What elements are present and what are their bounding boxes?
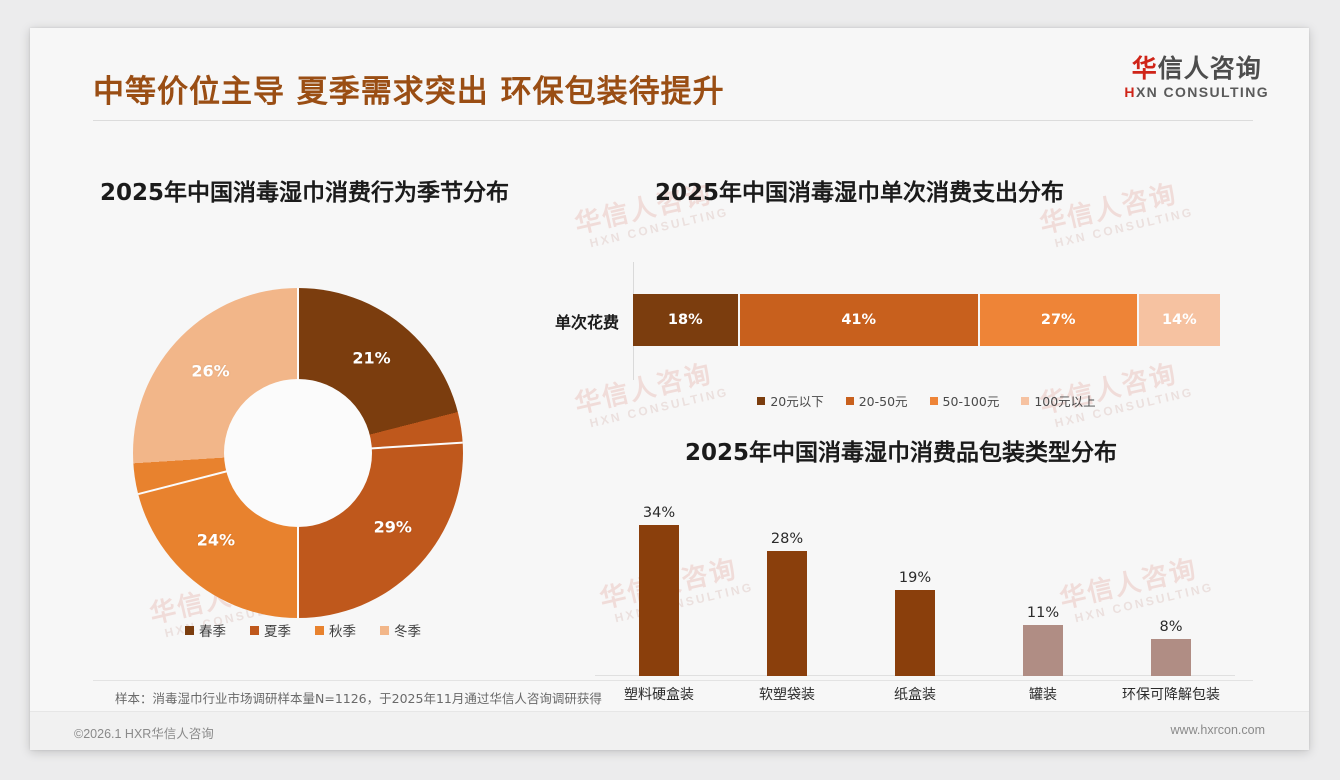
legend-swatch-20-50 (845, 396, 854, 405)
legend-item-spring[interactable]: 春季 (185, 620, 226, 640)
logo-chinese-text: 华信人咨询 (1124, 54, 1269, 83)
watermark-en: HXN CONSULTING (1053, 204, 1195, 251)
website-text[interactable]: www.hxrcon.com (1170, 723, 1265, 737)
legend-swatch-winter (380, 625, 389, 635)
logo-english-text: HXN CONSULTING (1124, 85, 1269, 100)
legend-item-over100[interactable]: 100元以上 (1021, 391, 1096, 410)
package-category-label: 环保可降解包装 (1122, 687, 1220, 703)
legend-swatch-over100 (1021, 396, 1030, 405)
package-category-label: 塑料硬盒装 (624, 687, 694, 703)
season-chart-title: 2025年中国消毒湿巾消费行为季节分布 (100, 180, 510, 206)
package-bar-chart: 34% 塑料硬盒装 28% 软塑袋装 19% 纸盒装 11% 罐装 8% 环保可… (595, 498, 1235, 703)
spend-stacked-bar: 18% 41% 27% 14% (633, 294, 1220, 346)
legend-label-under20: 20元以下 (770, 394, 824, 409)
package-category-label: 纸盒装 (894, 687, 936, 703)
spend-chart-title: 2025年中国消毒湿巾单次消费支出分布 (655, 180, 1065, 206)
spend-legend: 20元以下 20-50元 50-100元 100元以上 (633, 391, 1220, 410)
package-value-label: 28% (770, 531, 804, 547)
package-value-label: 19% (898, 570, 932, 586)
stack-segment-20-50[interactable]: 41% (739, 294, 980, 346)
header-divider (93, 120, 1253, 121)
donut-value-label: 26% (191, 361, 230, 381)
package-value-label: 34% (642, 505, 676, 521)
legend-label-20-50: 20-50元 (858, 394, 908, 409)
season-legend: 春季 夏季 秋季 冬季 (133, 620, 473, 640)
copyright-text: ©2026.1 HXR华信人咨询 (74, 727, 214, 741)
legend-swatch-50-100 (929, 396, 938, 405)
donut-value-label: 29% (373, 517, 412, 537)
footnote-divider (93, 680, 1253, 681)
package-bar[interactable] (1151, 639, 1191, 676)
legend-item-under20[interactable]: 20元以下 (757, 391, 824, 410)
legend-item-summer[interactable]: 夏季 (250, 620, 291, 640)
stack-segment-value: 18% (667, 312, 703, 328)
logo-cn-rest: 信人咨询 (1157, 54, 1262, 83)
donut-value-label: 21% (352, 348, 391, 368)
stack-segment-50-100[interactable]: 27% (979, 294, 1139, 346)
stack-segment-over100[interactable]: 14% (1138, 294, 1220, 346)
logo-cn-red: 华 (1131, 54, 1158, 83)
package-column: 19% 纸盒装 (851, 498, 979, 703)
stack-segment-under20[interactable]: 18% (633, 294, 740, 346)
package-category-label: 软塑袋装 (759, 687, 815, 703)
package-column: 34% 塑料硬盒装 (595, 498, 723, 703)
legend-label-autumn: 秋季 (329, 624, 356, 640)
legend-label-winter: 冬季 (394, 624, 421, 640)
slide-canvas: 华信人咨询 HXN CONSULTING 华信人咨询 HXN CONSULTIN… (30, 28, 1309, 750)
logo-en-red: H (1124, 84, 1136, 101)
legend-item-50-100[interactable]: 50-100元 (929, 391, 1000, 410)
package-column: 11% 罐装 (979, 498, 1107, 703)
legend-label-summer: 夏季 (264, 624, 291, 640)
package-column: 8% 环保可降解包装 (1107, 498, 1235, 703)
package-chart-title: 2025年中国消毒湿巾消费品包装类型分布 (685, 440, 1118, 466)
sample-footnote: 样本：消毒湿巾行业市场调研样本量N=1126，于2025年11月通过华信人咨询调… (115, 691, 602, 706)
legend-swatch-summer (250, 625, 259, 635)
stack-segment-value: 27% (1040, 312, 1076, 328)
spend-category-label: 单次花费 (554, 313, 619, 332)
package-bar[interactable] (895, 590, 935, 676)
package-value-label: 11% (1026, 605, 1060, 621)
legend-item-20-50[interactable]: 20-50元 (845, 391, 908, 410)
legend-item-autumn[interactable]: 秋季 (315, 620, 356, 640)
package-bar[interactable] (639, 525, 679, 676)
package-column: 28% 软塑袋装 (723, 498, 851, 703)
legend-swatch-spring (185, 625, 194, 635)
legend-item-winter[interactable]: 冬季 (380, 620, 421, 640)
legend-label-over100: 100元以上 (1034, 394, 1096, 409)
company-logo: 华信人咨询 HXN CONSULTING (1124, 54, 1269, 100)
watermark-en: HXN CONSULTING (588, 204, 730, 251)
stack-segment-value: 14% (1161, 312, 1197, 328)
package-category-label: 罐装 (1029, 687, 1057, 703)
watermark-cn: 华信人咨询 (571, 358, 715, 419)
season-donut-chart: 21% 29% 24% 26% (133, 288, 463, 618)
package-value-label: 8% (1159, 619, 1183, 635)
package-bar[interactable] (767, 551, 807, 676)
logo-en-rest: XN CONSULTING (1135, 84, 1269, 101)
watermark-cn: 华信人咨询 (1036, 358, 1180, 419)
package-bar[interactable] (1023, 625, 1063, 676)
stack-segment-value: 41% (841, 312, 877, 328)
donut-separator (297, 288, 299, 453)
page-title: 中等价位主导 夏季需求突出 环保包装待提升 (93, 74, 725, 110)
legend-label-50-100: 50-100元 (942, 394, 1000, 409)
donut-separator (297, 453, 299, 618)
donut-value-label: 24% (196, 530, 235, 550)
legend-swatch-under20 (757, 396, 766, 405)
legend-label-spring: 春季 (199, 624, 226, 640)
footer-bar: ©2026.1 HXR华信人咨询 www.hxrcon.com (30, 711, 1309, 750)
legend-swatch-autumn (315, 625, 324, 635)
